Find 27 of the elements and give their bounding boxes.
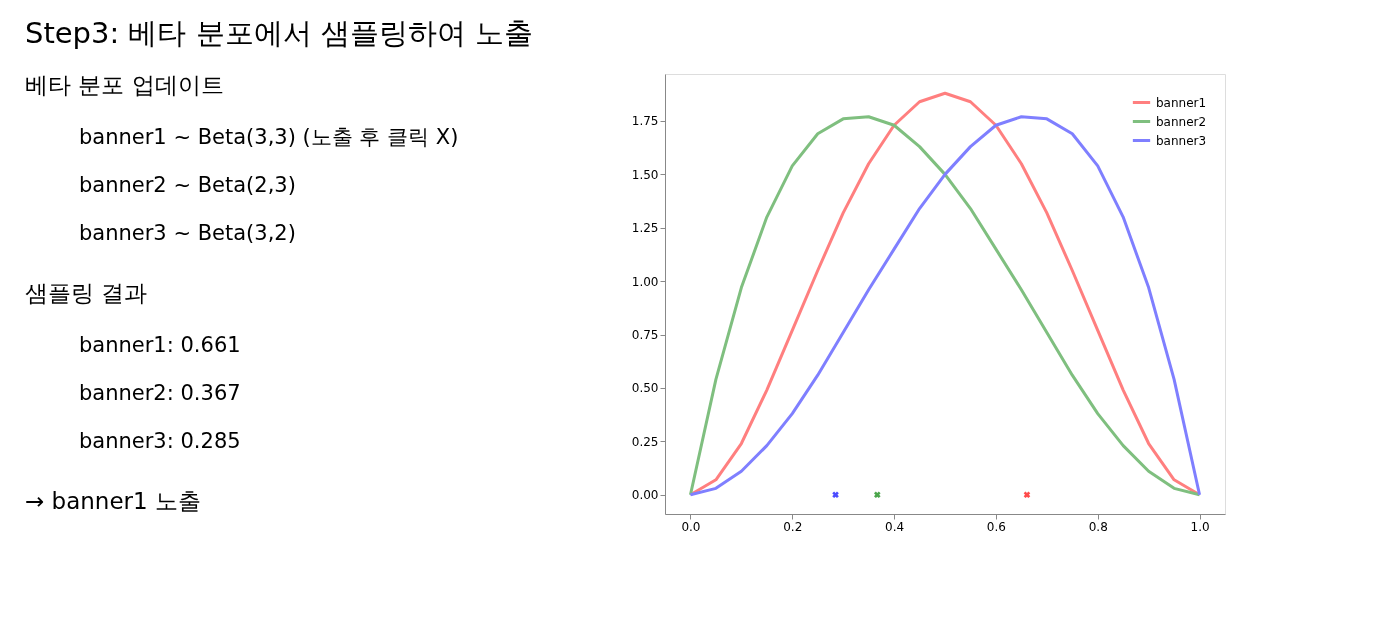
text: banner3: 0.285 bbox=[79, 429, 241, 453]
y-tick-label: 1.75 bbox=[631, 114, 659, 129]
y-tick-label: 0.25 bbox=[631, 434, 659, 449]
x-tick-label: 0.6 bbox=[986, 519, 1006, 534]
legend-label: banner2 bbox=[1156, 114, 1207, 129]
legend-label: banner3 bbox=[1156, 133, 1207, 148]
text: banner2: 0.367 bbox=[79, 381, 241, 405]
x-tick-label: 0.0 bbox=[681, 519, 701, 534]
x-tick-label: 0.2 bbox=[783, 519, 803, 534]
text: 샘플링 결과 bbox=[25, 280, 148, 306]
legend-label: banner1 bbox=[1156, 95, 1207, 110]
x-tick-label: 1.0 bbox=[1190, 519, 1210, 534]
y-tick-label: 0.75 bbox=[631, 328, 659, 343]
y-tick-label: 1.00 bbox=[631, 274, 659, 289]
text: banner1: 0.661 bbox=[79, 333, 241, 357]
text: banner1 ~ Beta(3,3) (노출 후 클릭 X) bbox=[79, 125, 459, 149]
y-tick-label: 0.00 bbox=[631, 488, 659, 503]
x-tick-label: 0.4 bbox=[885, 519, 905, 534]
x-tick-label: 0.8 bbox=[1088, 519, 1108, 534]
y-tick-label: 0.50 bbox=[631, 381, 659, 396]
text: 베타 분포 업데이트 bbox=[25, 72, 224, 98]
text: → banner1 노출 bbox=[25, 488, 201, 514]
y-tick-label: 1.25 bbox=[631, 221, 659, 236]
text: Step3: 베타 분포에서 샘플링하여 노출 bbox=[25, 16, 534, 50]
text: banner2 ~ Beta(2,3) bbox=[79, 173, 296, 197]
y-tick-label: 1.50 bbox=[631, 167, 659, 182]
text: banner3 ~ Beta(3,2) bbox=[79, 221, 296, 245]
